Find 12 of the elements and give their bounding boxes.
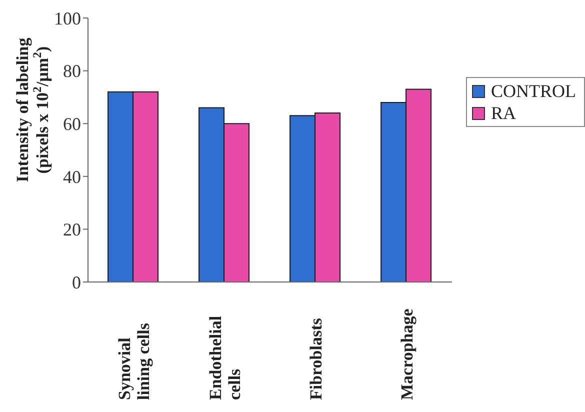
y-tick-label: 0 bbox=[72, 272, 81, 292]
y-tick-label: 60 bbox=[63, 114, 81, 134]
x-tick-label: Macrophage bbox=[397, 308, 416, 400]
y-tick-label: 100 bbox=[54, 8, 81, 28]
y-tick-label: 20 bbox=[63, 220, 81, 240]
legend-label: RA bbox=[491, 102, 516, 124]
x-tick-label: Fibroblasts bbox=[306, 318, 326, 400]
y-tick-label: 80 bbox=[63, 61, 81, 82]
x-tick-label: Endothelial cells bbox=[206, 316, 244, 400]
x-tick-label: Synovial lining cells bbox=[114, 322, 153, 400]
y-tick-label: 40 bbox=[63, 166, 81, 187]
legend-label: CONTROL bbox=[491, 80, 576, 102]
